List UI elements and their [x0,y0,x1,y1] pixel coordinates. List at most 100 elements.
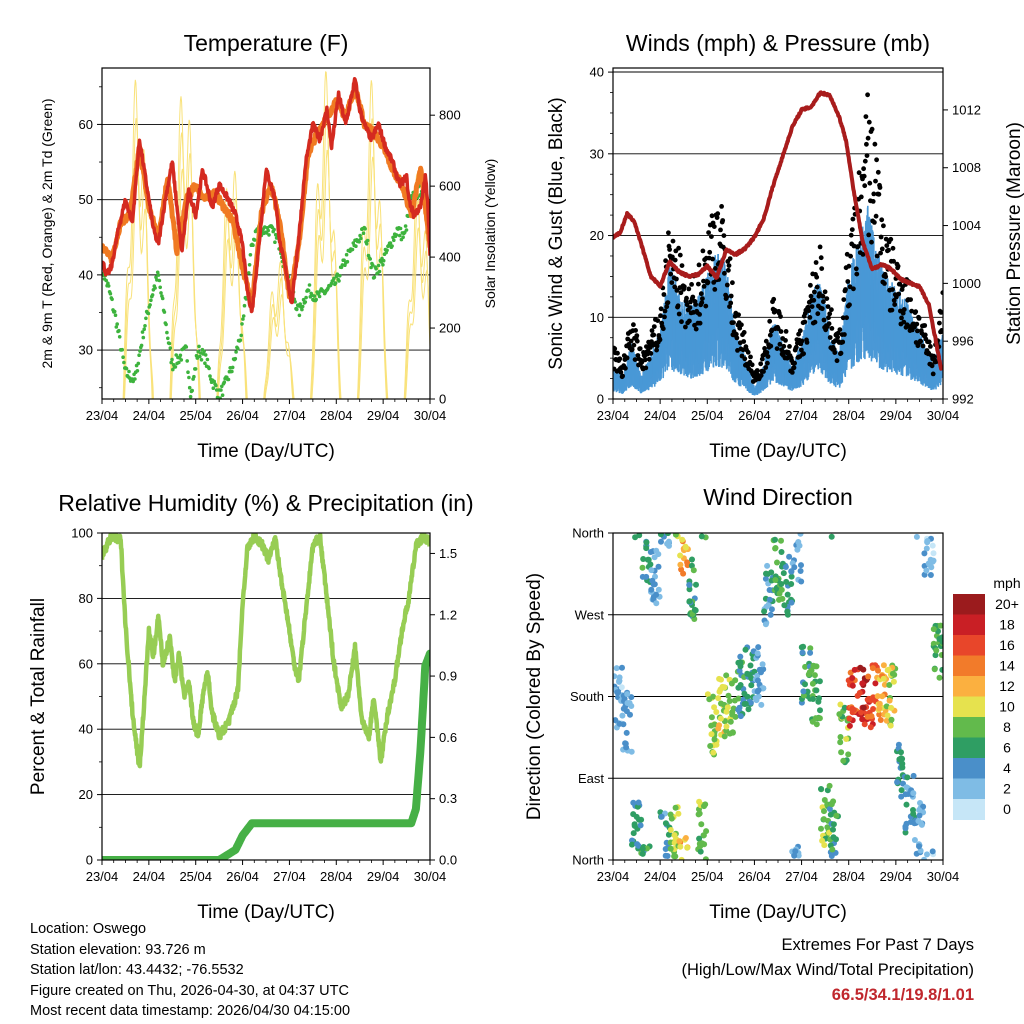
direction-point [723,723,730,730]
gust-point [855,244,861,249]
gust-point [884,243,890,249]
x-tick-label: 24/04 [133,869,166,884]
gust-point [690,294,696,300]
legend-label: 16 [999,637,1015,653]
gust-point [879,246,885,252]
direction-point [742,700,749,707]
direction-point [939,666,943,673]
direction-point [921,856,928,860]
gust-point [916,316,922,321]
dewpoint-point [122,360,126,365]
direction-point [858,709,865,716]
dewpoint-point [317,294,322,299]
gust-point [889,307,895,313]
direction-point [710,749,717,756]
dewpoint-point [187,375,191,380]
gust-point [818,255,824,261]
gust-point [733,331,739,337]
gust-point [710,256,715,262]
direction-point [744,693,751,700]
direction-point [903,784,910,791]
speed-legend: mph 20+ 18 16 14 12 10 8 6 4 2 0 [953,575,1021,820]
gust-point [862,183,868,189]
direction-point [763,603,770,610]
direction-point [796,542,803,549]
gust-point [838,350,844,356]
gust-point [679,319,684,325]
direction-point [846,722,853,729]
direction-point [745,706,752,713]
direction-point [850,706,857,713]
gust-point [699,300,705,305]
extremes-box: Extremes For Past 7 Days (High/Low/Max W… [681,933,974,1008]
dewpoint-point [370,263,375,267]
gust-point [697,312,702,317]
direction-point [923,567,930,574]
dewpoint-point [394,233,399,237]
gust-point [872,220,877,225]
gust-point [939,329,943,334]
direction-point [616,678,622,685]
direction-point [898,749,904,756]
gust-point [617,356,623,362]
gust-point [724,282,730,288]
dewpoint-point [167,341,172,346]
direction-point [686,586,693,593]
direction-point [715,725,722,732]
direction-point [752,695,759,702]
direction-point [662,852,669,859]
gust-point [631,342,637,348]
gust-point [681,284,687,289]
direction-point [800,643,807,650]
direction-point [895,741,902,748]
direction-point [686,598,693,605]
gust-point [873,213,879,219]
gust-point [696,281,701,287]
gust-point [846,263,852,269]
gust-point [658,313,663,319]
plot-area [613,90,943,396]
y-tick-label: 0 [86,853,93,868]
extremes-title: Extremes For Past 7 Days [781,936,974,954]
legend-label: 6 [1003,740,1011,756]
legend-label: 4 [1003,760,1011,776]
direction-point [784,591,791,598]
gust-point [901,319,907,325]
direction-point [772,545,779,552]
gust-point [801,351,806,357]
direction-point [810,662,817,669]
direction-point [872,680,879,687]
dewpoint-point [179,358,184,362]
gust-point [804,340,810,345]
dewpoint-point [363,227,367,231]
gust-point [789,370,795,375]
gust-point [869,239,874,245]
x-axis-label: Time (Day/UTC) [709,441,847,462]
direction-point [816,678,823,685]
direction-point [868,713,875,720]
dewpoint-point [230,369,234,374]
direction-point [767,611,774,618]
solar-insolation-line [358,156,389,399]
solar-insolation-line [124,156,154,399]
dewpoint-point [241,317,245,321]
gust-point [778,314,783,319]
dewpoint-point [127,369,131,374]
dewpoint-point [404,228,409,232]
dewpoint-point [177,360,181,365]
gust-point [672,284,678,290]
gust-point [783,329,789,334]
direction-point [690,567,697,574]
direction-point [812,715,819,722]
dewpoint-point [390,244,394,248]
y-axis-label: 2m & 9m T (Red, Orange) & 2m Td (Green) [39,99,55,369]
gust-point [700,296,705,301]
direction-point [924,851,930,858]
direction-point [696,840,703,847]
direction-point [677,552,684,559]
dewpoint-point [267,233,271,237]
direction-point [840,757,847,764]
direction-point [665,533,671,537]
direction-point [791,852,798,859]
